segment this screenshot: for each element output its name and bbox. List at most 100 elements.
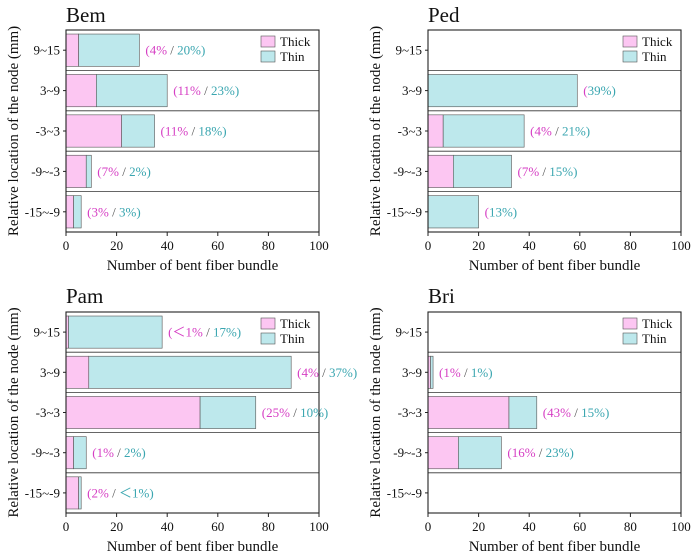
annotation-punct: / bbox=[319, 365, 329, 380]
bar-annotation: (4% / 20%) bbox=[145, 43, 205, 58]
annotation-punct: ( bbox=[485, 204, 489, 219]
chart-title: Ped bbox=[428, 3, 460, 27]
annotation-punct: ) bbox=[149, 485, 153, 500]
annotation-punct: / bbox=[109, 485, 119, 500]
bar-annotation: (2% / ＜1%) bbox=[87, 485, 153, 500]
annotation-punct: ( bbox=[543, 405, 547, 420]
y-axis-label: Relative location of the node (mm) bbox=[368, 26, 384, 236]
bar-thick-3~9 bbox=[65, 355, 90, 389]
annotation-punct: ) bbox=[570, 445, 574, 460]
bar-thin--9~-3 bbox=[458, 436, 502, 470]
y-tick-label: 9~15 bbox=[395, 325, 422, 340]
annotation-thick-pct: 16% bbox=[512, 445, 536, 460]
annotation-punct: ( bbox=[87, 204, 91, 219]
annotation-thick-pct: 11% bbox=[165, 124, 189, 139]
annotation-punct: ( bbox=[145, 43, 149, 58]
annotation-punct: / bbox=[461, 365, 471, 380]
bar-thick-9~15 bbox=[65, 33, 79, 67]
legend-swatch-thin bbox=[622, 332, 638, 345]
annotation-punct: ( bbox=[173, 83, 177, 98]
annotation-thick-pct: 3% bbox=[92, 204, 110, 219]
annotation-punct: ) bbox=[573, 164, 577, 179]
plot-frame bbox=[65, 29, 320, 233]
y-tick-label: -15~-9 bbox=[25, 204, 60, 219]
annotation-thin-pct: ＜1% bbox=[119, 485, 150, 500]
annotation-thin-pct: 15% bbox=[581, 405, 605, 420]
annotation-thick-pct: 1% bbox=[443, 365, 461, 380]
legend-swatch-thick bbox=[622, 35, 638, 48]
x-tick-label: 60 bbox=[573, 238, 586, 253]
bar-thick--3~3 bbox=[65, 114, 122, 148]
y-tick-label: 3~9 bbox=[402, 83, 422, 98]
annotation-punct: / bbox=[571, 405, 581, 420]
bar-annotation: (4% / 21%) bbox=[530, 124, 590, 139]
legend-swatch-thick bbox=[260, 317, 276, 330]
bar-thin-9~15 bbox=[68, 315, 163, 349]
bar-thin--9~-3 bbox=[85, 154, 92, 188]
x-axis-label: Number of bent fiber bundle bbox=[107, 539, 279, 555]
annotation-thin-pct: 13% bbox=[489, 204, 513, 219]
bar-annotation: (3% / 3%) bbox=[87, 204, 140, 219]
y-tick-label: 9~15 bbox=[33, 325, 60, 340]
y-tick-label: -3~3 bbox=[36, 405, 60, 420]
annotation-thick-pct: 43% bbox=[547, 405, 571, 420]
legend-swatch-thick bbox=[622, 317, 638, 330]
bar-annotation: (13%) bbox=[485, 204, 518, 219]
legend-label-thin: Thin bbox=[642, 49, 667, 64]
y-tick-label: 9~15 bbox=[395, 43, 422, 58]
annotation-thick-pct: 2% bbox=[92, 485, 110, 500]
y-axis-label: Relative location of the node (mm) bbox=[6, 26, 22, 236]
bar-thin--15~-9 bbox=[78, 476, 82, 510]
annotation-thin-pct: 23% bbox=[546, 445, 570, 460]
legend-label-thin: Thin bbox=[280, 49, 305, 64]
plot-frame bbox=[427, 29, 682, 233]
annotation-punct: / bbox=[114, 445, 124, 460]
chart-title: Pam bbox=[66, 284, 103, 308]
y-tick-label: 3~9 bbox=[40, 83, 60, 98]
y-tick-label: -9~-3 bbox=[393, 164, 422, 179]
bar-annotation: (11% / 23%) bbox=[173, 83, 239, 98]
annotation-punct: ( bbox=[87, 485, 91, 500]
annotation-thin-pct: 3% bbox=[119, 204, 136, 219]
y-tick-label: -3~3 bbox=[36, 124, 60, 139]
annotation-punct: / bbox=[167, 43, 177, 58]
legend-swatch-thin bbox=[260, 332, 276, 345]
annotation-punct: ( bbox=[168, 325, 172, 340]
x-tick-label: 60 bbox=[211, 238, 224, 253]
y-tick-label: -15~-9 bbox=[387, 485, 422, 500]
plot-frame bbox=[65, 311, 320, 514]
bar-thin--3~3 bbox=[199, 396, 257, 429]
bar-annotation: (16% / 23%) bbox=[507, 445, 574, 460]
x-tick-label: 100 bbox=[671, 238, 691, 253]
y-tick-label: -15~-9 bbox=[387, 204, 422, 219]
plot-frame bbox=[427, 311, 682, 514]
y-tick-label: -9~-3 bbox=[31, 164, 60, 179]
annotation-punct: ( bbox=[583, 83, 587, 98]
annotation-punct: ) bbox=[141, 445, 145, 460]
legend-label-thick: Thick bbox=[642, 316, 673, 331]
x-tick-label: 0 bbox=[63, 238, 70, 253]
y-axis-label: Relative location of the node (mm) bbox=[6, 307, 22, 517]
annotation-thin-pct: 18% bbox=[198, 124, 222, 139]
annotation-punct: / bbox=[552, 124, 562, 139]
annotation-thin-pct: 20% bbox=[177, 43, 201, 58]
y-tick-label: -3~3 bbox=[398, 124, 422, 139]
annotation-thin-pct: 2% bbox=[124, 445, 141, 460]
bar-thick--3~3 bbox=[65, 396, 201, 429]
annotation-thick-pct: 1% bbox=[97, 445, 115, 460]
annotation-punct: ( bbox=[262, 405, 266, 420]
bar-thick-3~9 bbox=[65, 74, 97, 108]
y-tick-label: -15~-9 bbox=[25, 485, 60, 500]
annotation-punct: ( bbox=[97, 164, 101, 179]
bar-annotation: (11% / 18%) bbox=[161, 124, 227, 139]
annotation-punct: / bbox=[119, 164, 129, 179]
bar-annotation: (7% / 15%) bbox=[517, 164, 577, 179]
bar-thin-3~9 bbox=[96, 74, 168, 108]
chart-panel-bri: Bri 9~15 (1% / 1%) 3~9 (43% / 15%) -3~3 (16% /… bbox=[368, 284, 691, 555]
bar-thick--9~-3 bbox=[427, 436, 459, 470]
bar-thick--3~3 bbox=[427, 114, 444, 148]
x-tick-label: 0 bbox=[63, 519, 70, 534]
bar-thick--15~-9 bbox=[65, 476, 79, 510]
x-tick-label: 60 bbox=[573, 519, 586, 534]
x-axis-label: Number of bent fiber bundle bbox=[469, 539, 641, 555]
